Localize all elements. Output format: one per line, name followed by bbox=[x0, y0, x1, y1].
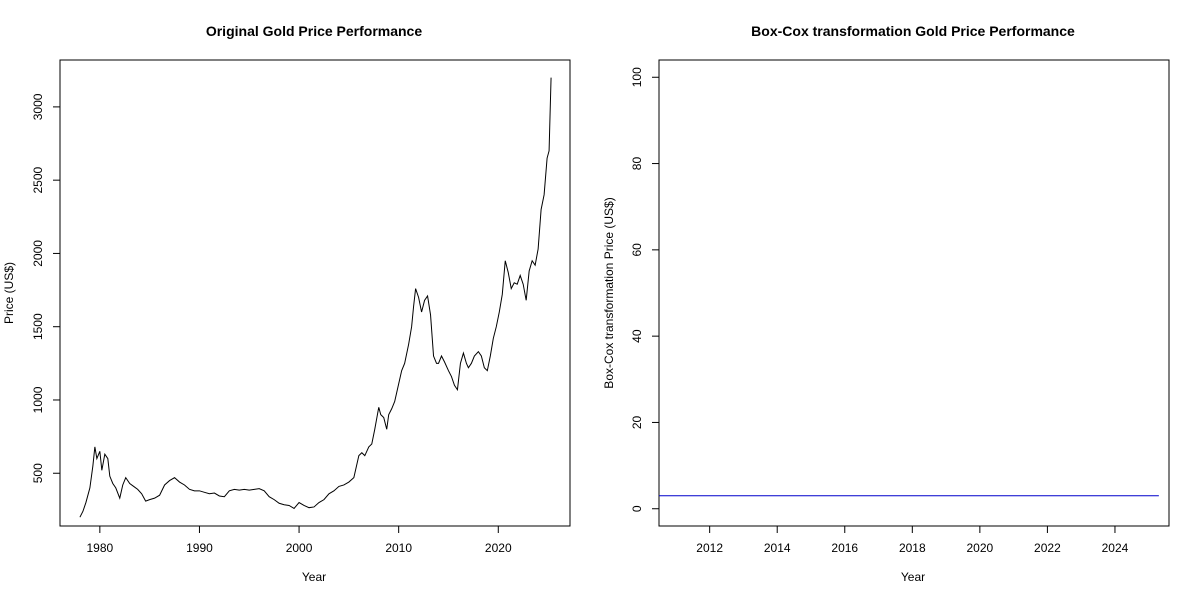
chart-title: Original Gold Price Performance bbox=[206, 23, 423, 39]
x-axis: 1980 1990 2000 2010 2020 bbox=[86, 526, 512, 555]
y-tick-label: 500 bbox=[31, 463, 45, 483]
plot-frame bbox=[59, 59, 571, 527]
x-tick-label: 2020 bbox=[485, 541, 512, 555]
plot-frame bbox=[658, 59, 1170, 527]
left-chart: Original Gold Price Performance 1980 1990… bbox=[2, 23, 571, 584]
x-tick-label: 2010 bbox=[385, 541, 412, 555]
y-tick-label: 20 bbox=[630, 415, 644, 429]
y-tick-label: 100 bbox=[630, 67, 644, 87]
y-tick-label: 40 bbox=[630, 329, 644, 343]
x-tick-label: 2000 bbox=[286, 541, 313, 555]
chart-title: Box-Cox transformation Gold Price Perfor… bbox=[751, 23, 1075, 39]
y-axis-label: Price (US$) bbox=[2, 262, 16, 324]
x-axis-label: Year bbox=[302, 570, 326, 584]
y-axis-label: Box-Cox transformation Price (US$) bbox=[602, 197, 616, 388]
x-tick-label: 2012 bbox=[696, 541, 723, 555]
y-tick-label: 2000 bbox=[31, 240, 45, 267]
y-tick-label: 80 bbox=[630, 157, 644, 171]
x-tick-label: 2022 bbox=[1034, 541, 1061, 555]
y-tick-label: 3000 bbox=[31, 93, 45, 120]
y-tick-label: 60 bbox=[630, 243, 644, 257]
y-tick-label: 0 bbox=[630, 505, 644, 512]
x-tick-label: 2020 bbox=[967, 541, 994, 555]
x-axis: 2012 2014 2016 2018 2020 2022 2024 bbox=[696, 526, 1129, 555]
y-tick-label: 2500 bbox=[31, 166, 45, 193]
y-tick-label: 1500 bbox=[31, 313, 45, 340]
x-axis-label: Year bbox=[901, 570, 925, 584]
right-chart: Box-Cox transformation Gold Price Perfor… bbox=[602, 23, 1170, 584]
x-tick-label: 2018 bbox=[899, 541, 926, 555]
series-line bbox=[79, 77, 552, 518]
x-tick-label: 1980 bbox=[86, 541, 113, 555]
y-tick-label: 1000 bbox=[31, 386, 45, 413]
x-tick-label: 1990 bbox=[186, 541, 213, 555]
y-axis: 0 20 40 60 80 100 bbox=[630, 67, 659, 512]
x-tick-label: 2014 bbox=[764, 541, 791, 555]
y-axis: 500 1000 1500 2000 2500 3000 bbox=[31, 93, 60, 483]
x-tick-label: 2016 bbox=[831, 541, 858, 555]
x-tick-label: 2024 bbox=[1102, 541, 1129, 555]
